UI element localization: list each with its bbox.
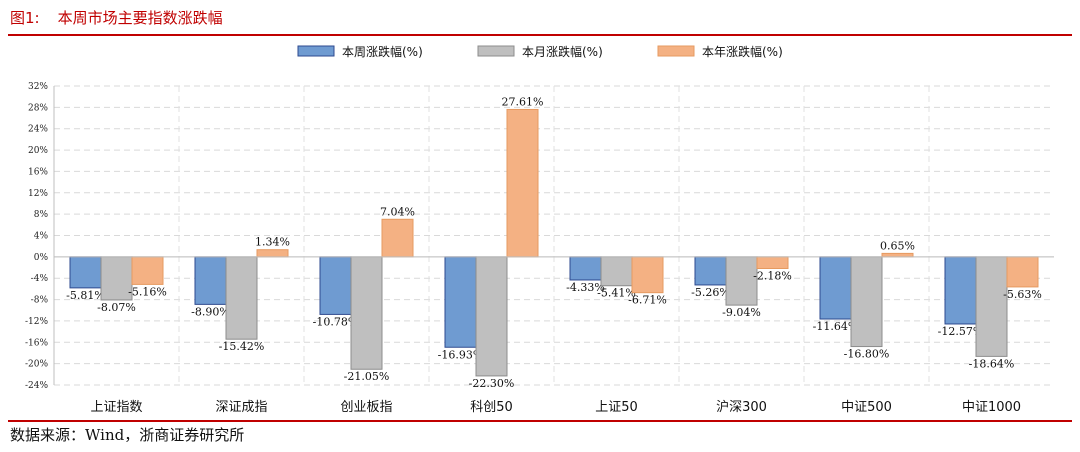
legend-swatch (297, 45, 335, 57)
y-tick-label: 8% (34, 210, 49, 220)
bar (69, 256, 102, 289)
bar (819, 256, 852, 320)
x-tick-label: 深证成指 (215, 400, 267, 415)
data-label: -5.41% (597, 287, 636, 300)
data-label: -22.30% (469, 377, 515, 390)
source-note: 数据来源：Wind，浙商证券研究所 (10, 426, 245, 444)
y-tick-label: 0% (34, 253, 49, 263)
x-tick-label: 中证500 (841, 400, 892, 415)
data-label: -5.16% (128, 285, 167, 298)
data-label: -16.80% (844, 348, 890, 361)
x-tick-label: 科创50 (470, 400, 513, 415)
figure-title: 图1: 本周市场主要指数涨跌幅 (10, 6, 223, 30)
y-tick-label: 32% (28, 82, 48, 92)
bar (850, 256, 883, 348)
data-label: -5.26% (691, 286, 730, 299)
data-label: -8.90% (191, 305, 230, 318)
y-tick-label: -16% (25, 338, 48, 348)
bar (569, 256, 602, 281)
y-tick-label: 28% (28, 103, 48, 113)
figure-title-text: 本周市场主要指数涨跌幅 (57, 9, 223, 27)
x-tick-label: 中证1000 (962, 400, 1021, 415)
data-label: -5.63% (1003, 288, 1042, 301)
data-label: -11.64% (813, 320, 859, 333)
legend-swatch (657, 45, 695, 57)
title-rule (8, 34, 1072, 36)
bar-chart: -24% -20% -16% -12% -8% -4% 0% 4% 8% 12% 16% 20% 24%… (25, 44, 1054, 415)
data-label: -6.71% (628, 294, 667, 307)
legend-label: 本周涨跌幅(%) (342, 44, 423, 59)
x-tick-label: 沪深300 (716, 399, 767, 415)
data-label: -21.05% (344, 370, 390, 383)
y-tick-label: -24% (25, 381, 48, 391)
data-label: -12.57% (938, 325, 984, 338)
bar (319, 256, 352, 315)
bar (131, 256, 164, 285)
data-label: 0.65% (880, 239, 915, 252)
bar (944, 256, 977, 325)
data-label: -8.07% (97, 301, 136, 314)
data-label: -9.04% (722, 306, 761, 319)
source-rule (8, 420, 1072, 422)
bar (756, 256, 789, 269)
bar (100, 256, 133, 301)
data-label: -4.33% (566, 281, 605, 294)
bar (631, 256, 664, 294)
y-tick-label: 20% (28, 146, 48, 156)
bar (225, 256, 258, 340)
bar (256, 249, 289, 258)
bar (1006, 256, 1039, 288)
data-label: 27.61% (502, 95, 544, 108)
bar (881, 252, 914, 258)
x-tick-label: 上证50 (595, 400, 638, 415)
bar (975, 256, 1008, 357)
bar (350, 256, 383, 370)
data-label: -2.18% (753, 269, 792, 282)
bar (600, 256, 633, 287)
y-tick-label: 12% (28, 189, 48, 199)
bar (506, 108, 539, 258)
data-label: -10.78% (313, 315, 359, 328)
y-tick-label: -8% (31, 296, 49, 306)
bar (694, 256, 727, 286)
data-label: 7.04% (380, 205, 415, 218)
bar (475, 256, 508, 377)
y-tick-label: 24% (28, 125, 48, 135)
bar (444, 256, 477, 348)
y-tick-label: 16% (28, 167, 48, 177)
legend-label: 本月涨跌幅(%) (522, 44, 603, 59)
x-tick-label: 上证指数 (90, 400, 142, 415)
x-tick-label: 创业板指 (340, 400, 392, 415)
figure-number: 图1: (10, 9, 40, 27)
data-label: -18.64% (969, 357, 1015, 370)
data-label: -15.42% (219, 340, 265, 353)
bar (194, 256, 227, 305)
data-label: 1.34% (255, 236, 290, 249)
data-label: -5.81% (66, 289, 105, 302)
legend-label: 本年涨跌幅(%) (702, 44, 783, 59)
y-tick-label: 4% (34, 232, 49, 242)
y-tick-label: -20% (25, 360, 48, 370)
y-tick-label: -12% (25, 317, 48, 327)
data-label: -16.93% (438, 348, 484, 361)
y-tick-label: -4% (31, 274, 49, 284)
bar (381, 218, 414, 258)
bar (725, 256, 758, 306)
legend-swatch (477, 45, 515, 57)
